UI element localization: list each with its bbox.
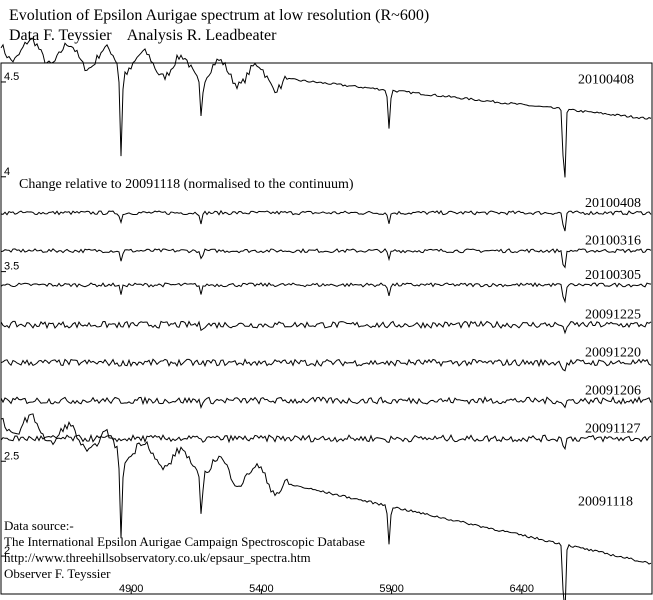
- y-tick-label: 4: [4, 166, 10, 178]
- series-label: 20091206: [585, 384, 641, 399]
- y-tick-label: 3.5: [4, 261, 19, 273]
- series-line-20100316: [0, 248, 652, 269]
- y-tick-label: 2: [4, 545, 10, 557]
- series-label: 20091127: [585, 421, 640, 436]
- series-label: 20091220: [585, 346, 641, 361]
- chart-credits: Data F. Teyssier Analysis R. Leadbeater: [9, 27, 277, 44]
- series-label: 20100316: [585, 234, 641, 249]
- series-label: 20091225: [585, 308, 641, 323]
- x-tick-label: 5900: [379, 583, 403, 595]
- series-line-20100408: [0, 209, 652, 232]
- y-tick-label: 2.5: [4, 450, 19, 462]
- series-label: 20091118: [578, 494, 633, 509]
- x-tick-label: 5400: [249, 583, 273, 595]
- series-line-20091127: [0, 433, 652, 451]
- series-line-20091220: [0, 358, 652, 372]
- chart-title: Evolution of Epsilon Aurigae spectrum at…: [9, 7, 430, 24]
- y-tick-label: 4.5: [4, 71, 19, 83]
- series-label: 20100305: [585, 268, 641, 283]
- source-note-line4: Observer F. Teyssier: [4, 566, 111, 581]
- source-note-line2: The International Epsilon Aurigae Campai…: [4, 534, 365, 549]
- x-tick-label: 4900: [119, 583, 143, 595]
- series-label: 20100408: [578, 73, 634, 88]
- series-line-20100408: [0, 37, 652, 178]
- x-tick-label: 6400: [510, 583, 534, 595]
- source-note-line3: http://www.threehillsobservatory.co.uk/e…: [4, 550, 311, 565]
- series-line-20100305: [0, 282, 652, 304]
- source-note-line1: Data source:-: [4, 518, 74, 533]
- series-label: 20100408: [585, 196, 641, 211]
- plot-frame: [0, 62, 653, 595]
- series-line-20091225: [0, 320, 652, 335]
- series-line-20091118: [0, 413, 652, 600]
- series-line-20091206: [0, 395, 652, 409]
